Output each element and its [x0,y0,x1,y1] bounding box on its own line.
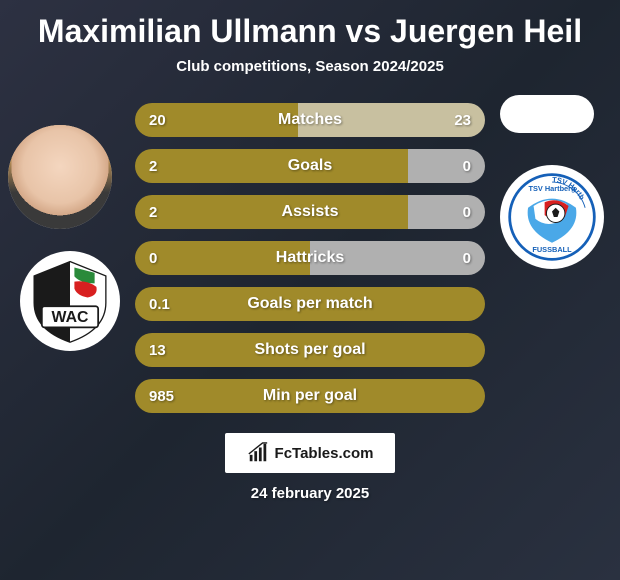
stat-label: Min per goal [263,387,357,405]
stat-value-left: 13 [149,342,166,359]
stat-label: Goals [288,157,332,175]
stats-list: 20 Matches 23 2 Goals 0 [135,103,485,413]
stat-overlay: 2 Assists 0 [135,195,485,229]
player-right-avatar [500,95,594,133]
stat-label: Matches [278,111,342,129]
stat-overlay: 2 Goals 0 [135,149,485,183]
stat-label: Shots per goal [254,341,365,359]
stat-value-left: 2 [149,158,157,175]
stat-row-hattricks: 0 Hattricks 0 [135,241,485,275]
stat-value-left: 0 [149,250,157,267]
stat-row-shots-per-goal: 13 Shots per goal [135,333,485,367]
svg-text:TSV Hartberg: TSV Hartberg [528,185,575,194]
stat-value-left: 20 [149,112,166,129]
stat-label: Hattricks [276,249,344,267]
club-logo-right: TSV Hartberg TSV Hartberg FUSSBALL [500,165,604,269]
stat-value-right: 0 [463,204,471,221]
stat-row-assists: 2 Assists 0 [135,195,485,229]
svg-text:FUSSBALL: FUSSBALL [532,245,572,254]
stat-label: Goals per match [247,295,372,313]
stat-value-right: 0 [463,158,471,175]
chart-icon [247,442,269,464]
tsv-hartberg-logo-icon: TSV Hartberg TSV Hartberg FUSSBALL [506,171,598,263]
stat-value-right: 0 [463,250,471,267]
player-left-avatar [8,125,112,229]
stat-row-goals: 2 Goals 0 [135,149,485,183]
stat-label: Assists [282,203,339,221]
club-logo-left: WAC [20,251,120,351]
stat-value-left: 0.1 [149,296,170,313]
wac-logo-icon: WAC [26,257,114,345]
stat-value-left: 2 [149,204,157,221]
date-label: 24 february 2025 [0,485,620,502]
stat-overlay: 0 Hattricks 0 [135,241,485,275]
stat-row-min-per-goal: 985 Min per goal [135,379,485,413]
svg-text:WAC: WAC [52,310,89,327]
stat-overlay: 0.1 Goals per match [135,287,485,321]
brand-badge: FcTables.com [225,433,395,473]
stat-overlay: 20 Matches 23 [135,103,485,137]
content-area: WAC TSV Hartberg TSV Hartberg FUSSBALL [0,103,620,502]
player-left-face [8,125,112,229]
stat-value-left: 985 [149,388,174,405]
page-title: Maximilian Ullmann vs Juergen Heil [0,8,620,58]
comparison-card: Maximilian Ullmann vs Juergen Heil Club … [0,0,620,580]
subtitle: Club competitions, Season 2024/2025 [0,58,620,75]
stat-overlay: 985 Min per goal [135,379,485,413]
stat-overlay: 13 Shots per goal [135,333,485,367]
stat-row-goals-per-match: 0.1 Goals per match [135,287,485,321]
brand-text: FcTables.com [275,445,374,462]
stat-row-matches: 20 Matches 23 [135,103,485,137]
stat-value-right: 23 [454,112,471,129]
